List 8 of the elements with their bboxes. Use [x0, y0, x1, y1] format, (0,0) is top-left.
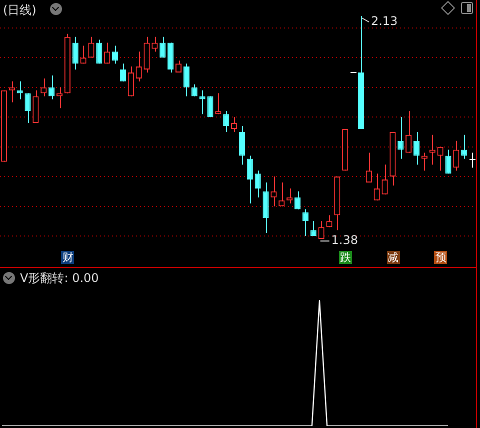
chart-title: V形翻转: 0.00 [20, 270, 99, 287]
text: 财 [61, 251, 74, 264]
text: 跌 [339, 251, 352, 264]
annotation: 2.13 [370, 14, 398, 28]
text: 预 [434, 251, 448, 264]
text: 减 [386, 251, 400, 264]
chart-title: (日线) [3, 2, 36, 19]
annotation: 1.38 [331, 233, 358, 248]
